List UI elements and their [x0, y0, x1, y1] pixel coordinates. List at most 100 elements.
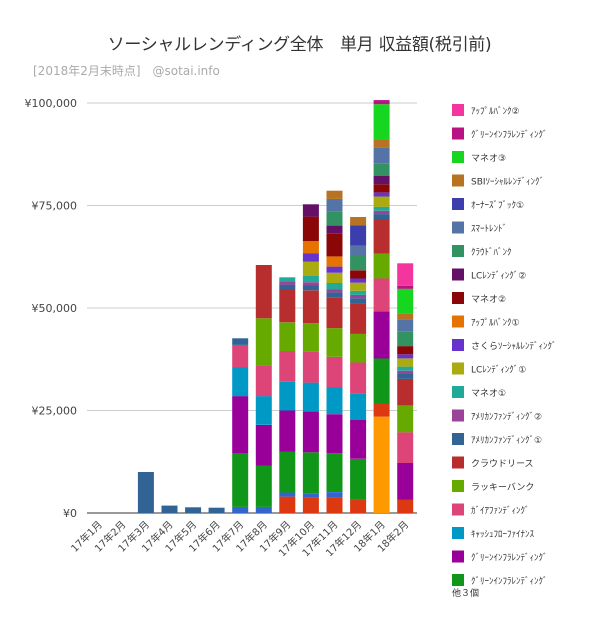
bar-segment [373, 358, 390, 404]
bar-segment [279, 496, 296, 513]
bar-segment [255, 365, 272, 397]
bar-segment [373, 206, 390, 211]
bar-segment [373, 147, 390, 164]
bar-segment [397, 374, 414, 379]
bar-segment [350, 270, 367, 279]
bar-segment [326, 497, 343, 513]
bar-segment [255, 424, 272, 466]
bar-segment [350, 298, 367, 304]
bar-segment [397, 319, 414, 332]
bar-segment [326, 328, 343, 357]
bar-segment [326, 289, 343, 293]
legend-label: ｸﾗｳﾄﾞﾊﾞﾝｸ [471, 247, 512, 258]
bar-segment [350, 333, 367, 363]
legend: ｱｯﾌﾟﾙﾊﾞﾝｸ② ｸﾞﾘｰﾝｲﾝﾌﾗﾚﾝﾃﾞｨﾝｸﾞ マネオ③ SBIｿｰｼｬﾙﾚ… [452, 104, 557, 587]
bar-segment [302, 204, 319, 217]
bar-segment [208, 507, 225, 513]
legend-label: ｸﾞﾘｰﾝｲﾝﾌﾗﾚﾝﾃﾞｨﾝｸﾞ [471, 576, 548, 587]
bar-segment [373, 219, 390, 254]
bar-segment [326, 453, 343, 492]
bar-segment [350, 419, 367, 459]
legend-swatch [452, 409, 464, 422]
legend-swatch [452, 245, 464, 257]
bar-segment [279, 381, 296, 411]
bar-segment [373, 278, 390, 312]
bar-segment [232, 338, 249, 345]
legend-swatch [452, 268, 464, 281]
legend-label: さくらｿｰｼｬﾙﾚﾝﾃﾞｨﾝｸﾞ [471, 341, 557, 352]
chart-title: ソーシャルレンディング全体 単月 収益額(税引前) [107, 35, 492, 55]
bar-segment [350, 303, 367, 334]
bar-segment [302, 285, 319, 291]
bar-segment [232, 367, 249, 397]
bar-segment [326, 233, 343, 257]
legend-label: マネオ② [471, 294, 506, 305]
legend-swatch [452, 550, 464, 563]
legend-swatch [452, 362, 464, 375]
bar-segment [326, 256, 343, 267]
legend-swatch [452, 315, 464, 328]
bar-segment [373, 311, 390, 359]
bar-segment [373, 210, 390, 215]
grid-layer [87, 102, 417, 514]
bar-segment [302, 282, 319, 286]
legend-label: LCﾚﾝﾃﾞｨﾝｸﾞ② [471, 271, 526, 282]
bar-segment [373, 176, 390, 185]
bar-segment [350, 255, 367, 271]
bar-segment [397, 331, 414, 347]
bar-segment [326, 266, 343, 273]
bar-segment [232, 344, 249, 368]
legend-swatch [452, 198, 464, 210]
bar-segment [373, 100, 390, 105]
bar-segment [161, 505, 178, 513]
bar-segment [302, 351, 319, 383]
bar-segment [232, 453, 249, 507]
bar-segment [350, 278, 367, 283]
legend-swatch [452, 339, 464, 351]
legend-label: ｱﾒﾘｶﾝﾌｧﾝﾃﾞｨﾝｸﾞ② [471, 412, 542, 423]
bar-segment [326, 190, 343, 199]
bar-segment [302, 261, 319, 276]
y-tick-label: ¥25,000 [32, 405, 78, 418]
legend-more-label[interactable]: 他３個 [452, 589, 480, 599]
bar-segment [326, 297, 343, 329]
legend-swatch [452, 386, 464, 398]
y-tick-label: ¥0 [63, 507, 77, 520]
bar-segment [255, 265, 272, 319]
bar-segment [373, 192, 390, 197]
bar-segment [397, 463, 414, 500]
bar-segment [373, 163, 390, 176]
bar-segment [397, 288, 414, 314]
bar-segment [326, 225, 343, 234]
bar-segment [255, 506, 272, 513]
legend-swatch [452, 221, 464, 234]
legend-swatch [452, 104, 464, 116]
bar-segment [326, 356, 343, 388]
bar-segment [397, 354, 414, 359]
y-tick-label: ¥50,000 [32, 302, 78, 315]
y-tick-label: ¥100,000 [25, 97, 78, 110]
bar-segment [350, 499, 367, 513]
legend-swatch [452, 151, 464, 163]
bar-segment [279, 410, 296, 452]
bar-segment [255, 396, 272, 425]
bar-segment [397, 263, 414, 286]
bar-segment [279, 492, 296, 497]
bar-segment [397, 366, 414, 371]
legend-label: SBIｿｰｼｬﾙﾚﾝﾃﾞｨﾝｸﾞ [471, 177, 544, 188]
legend-swatch [452, 480, 464, 492]
legend-label: ｱﾒﾘｶﾝﾌｧﾝﾃﾞｨﾝｸﾞ① [471, 435, 542, 446]
bar-segment [279, 284, 296, 290]
bar-segment [326, 492, 343, 498]
legend-swatch [452, 127, 464, 140]
bar-segment [302, 411, 319, 453]
bar-segment [350, 458, 367, 500]
legend-swatch [452, 503, 464, 516]
bar-segment [397, 499, 414, 513]
bar-segment [373, 253, 390, 279]
legend-label: クラウドリース [471, 459, 534, 470]
legend-label: ｵｰﾅｰｽﾞﾌﾞｯｸ① [471, 200, 524, 211]
bar-segment [397, 285, 414, 289]
y-tick-label: ¥75,000 [32, 200, 78, 213]
